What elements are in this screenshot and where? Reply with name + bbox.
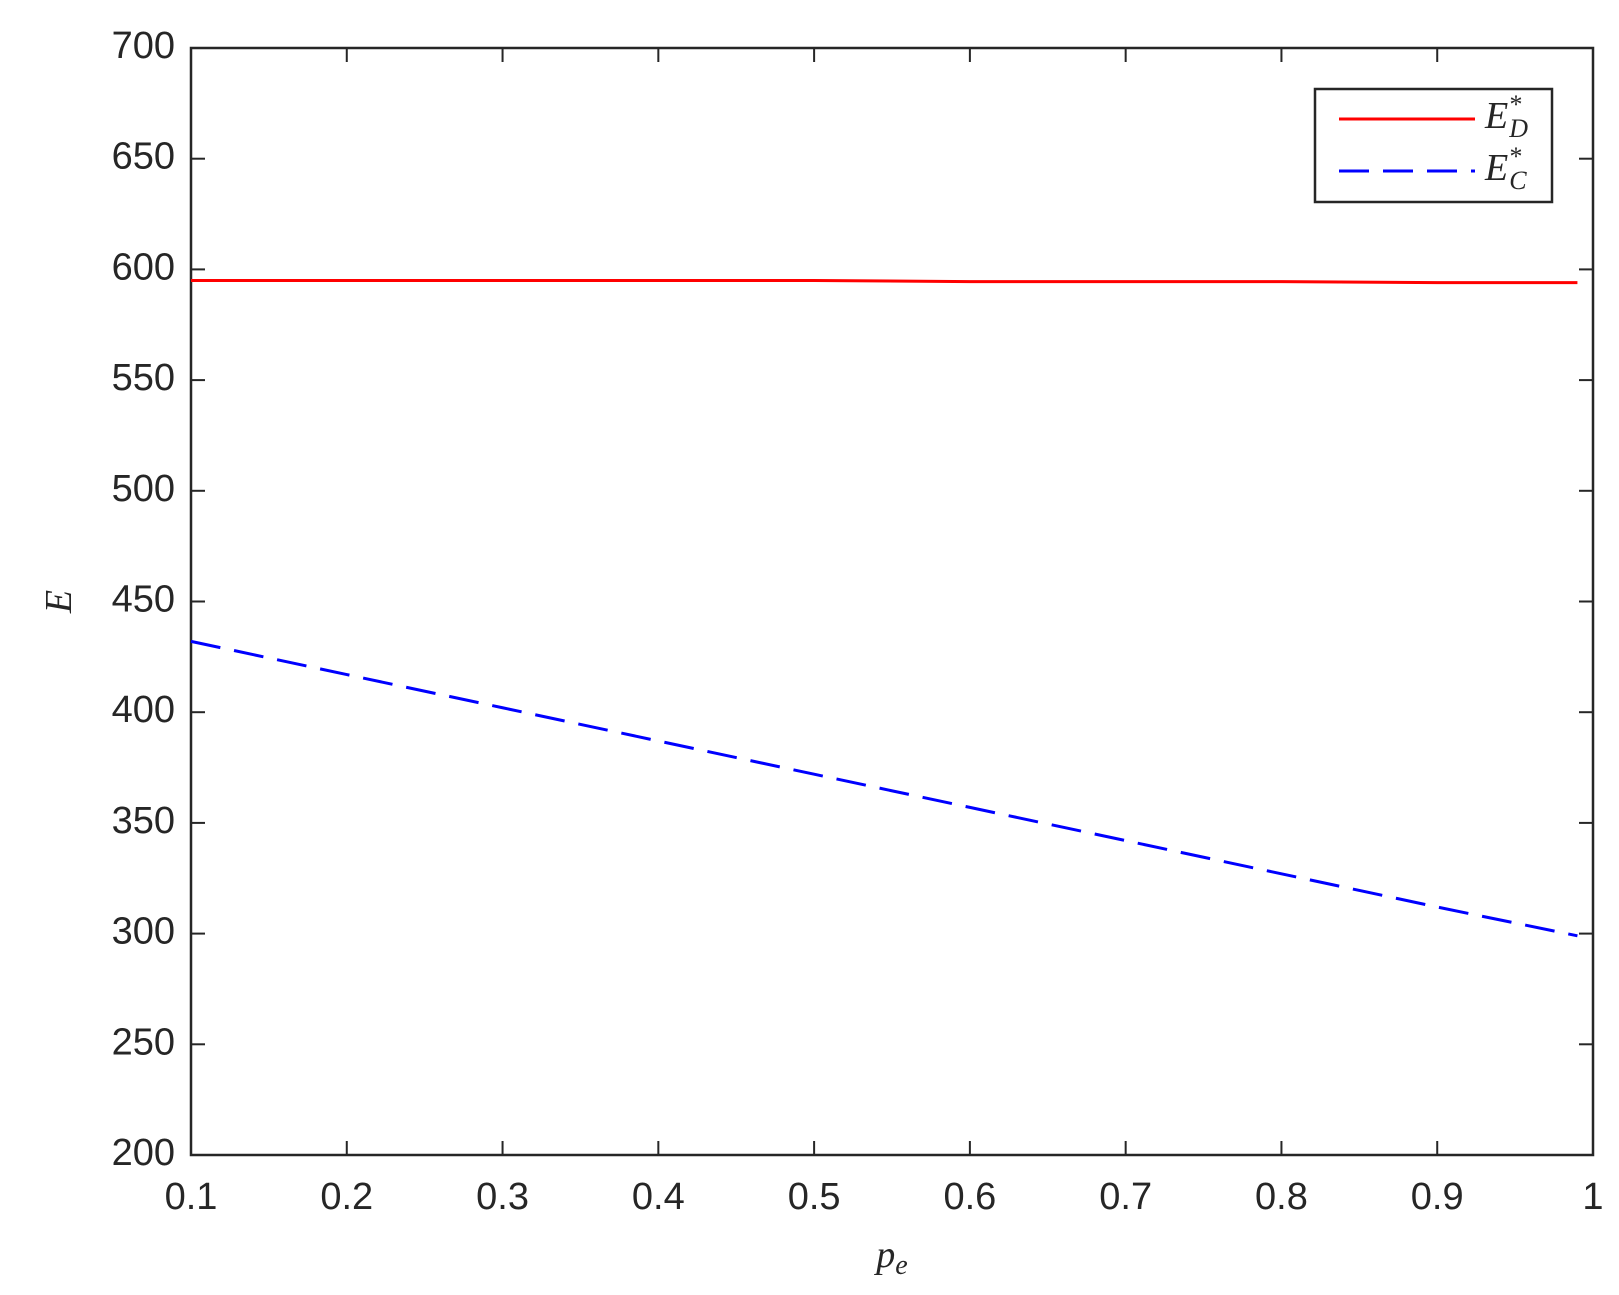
x-tick-label: 0.7 <box>1099 1176 1152 1218</box>
x-tick-label: 0.6 <box>943 1176 996 1218</box>
legend-label: E* C <box>1484 142 1527 195</box>
y-tick-label: 700 <box>112 25 175 67</box>
x-tick-label: 0.2 <box>320 1176 373 1218</box>
x-tick-label: 1 <box>1582 1176 1603 1218</box>
legend-box <box>1313 87 1554 204</box>
legend-label: E* D <box>1484 90 1528 143</box>
y-tick-label: 400 <box>112 689 175 731</box>
y-tick-label: 300 <box>112 911 175 953</box>
plot-area <box>189 46 1595 1157</box>
y-tick-label: 350 <box>112 800 175 842</box>
y-tick-label: 500 <box>112 468 175 510</box>
x-tick-label: 0.9 <box>1411 1176 1464 1218</box>
series-line <box>190 639 1578 938</box>
y-tick-label: 450 <box>112 579 175 621</box>
x-tick-label: 0.4 <box>632 1176 685 1218</box>
y-tick-label: 550 <box>112 357 175 399</box>
x-tick-label: 0.3 <box>476 1176 529 1218</box>
y-tick-label: 600 <box>112 246 175 288</box>
x-tick-label: 0.1 <box>165 1176 218 1218</box>
y-axis-label: E <box>38 590 80 614</box>
y-tick-label: 200 <box>112 1132 175 1174</box>
x-tick-label: 0.8 <box>1255 1176 1308 1218</box>
x-axis-label: pe <box>873 1234 907 1282</box>
series-line <box>191 278 1578 285</box>
y-tick-label: 650 <box>112 136 175 178</box>
x-tick-label: 0.5 <box>788 1176 841 1218</box>
y-tick-label: 250 <box>112 1021 175 1063</box>
